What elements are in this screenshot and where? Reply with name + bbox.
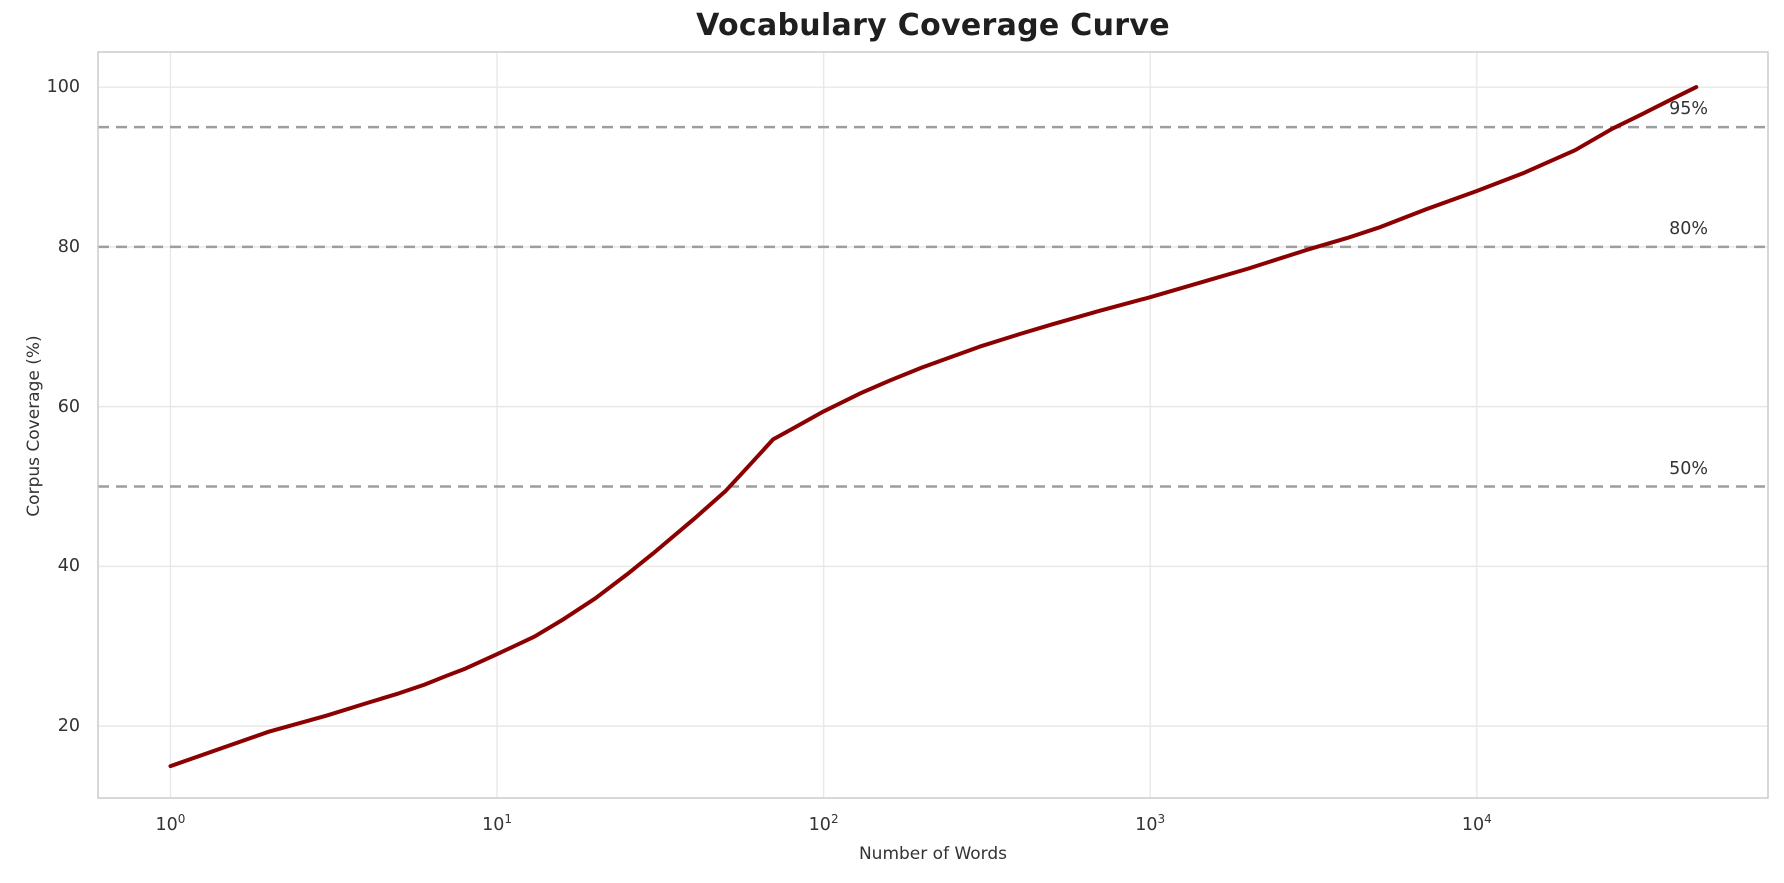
x-tick-label: 101: [482, 812, 512, 835]
y-axis-label: Corpus Coverage (%): [24, 335, 44, 517]
coverage-curve: [168, 85, 1699, 769]
x-tick-label: 104: [1461, 812, 1492, 835]
x-axis-label: Number of Words: [858, 844, 1008, 864]
reference-line-label: 80%: [1669, 218, 1708, 239]
y-tick-label: 80: [57, 236, 80, 257]
reference-line-label: 95%: [1669, 99, 1708, 120]
y-tick-label: 20: [57, 716, 80, 737]
reference-line-label: 50%: [1669, 458, 1708, 479]
x-tick-label: 102: [808, 812, 839, 835]
y-tick-label: 60: [57, 396, 80, 417]
x-tick-label: 103: [1135, 812, 1166, 835]
plot-spines: [97, 51, 1769, 799]
x-tick-label: 100: [155, 812, 186, 835]
y-tick-label: 40: [57, 556, 80, 577]
chart-title: Vocabulary Coverage Curve: [696, 8, 1170, 43]
y-tick-label: 100: [46, 77, 80, 98]
